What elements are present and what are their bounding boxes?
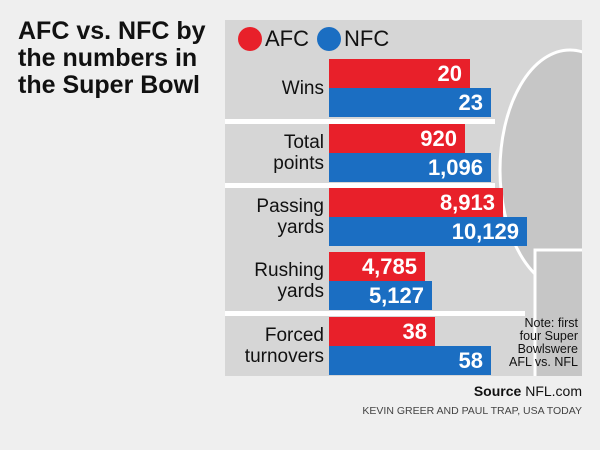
afc-legend-label: AFC (265, 26, 309, 51)
source-label: Source (473, 383, 522, 399)
category-label: Total points (273, 132, 324, 174)
afc-bar: 4,785 (329, 252, 425, 281)
category-label: Rushing yards (254, 260, 324, 302)
afc-bar: 8,913 (329, 188, 503, 217)
source: Source NFL.com (474, 383, 582, 399)
row-separator (225, 183, 495, 188)
nfc-legend-label: NFC (344, 26, 390, 51)
note: Note: first four Super Bowlswere AFL vs.… (509, 316, 578, 369)
nfc-legend-swatch (317, 27, 341, 51)
nfc-bar: 10,129 (329, 217, 527, 246)
row-separator (225, 311, 525, 316)
nfc-bar: 23 (329, 88, 491, 117)
nfc-bar: 5,127 (329, 281, 432, 310)
afc-bar: 38 (329, 317, 435, 346)
category-label: Passing yards (256, 196, 324, 238)
category-label: Wins (281, 77, 324, 99)
row-separator (225, 119, 495, 124)
afc-bar: 920 (329, 124, 465, 153)
chart-title: AFC vs. NFC by the numbers in the Super … (18, 17, 206, 99)
credit: KEVIN GREER AND PAUL TRAP, USA TODAY (362, 405, 582, 417)
category-label: Forced turnovers (244, 325, 324, 367)
legend: AFC NFC (238, 26, 389, 52)
afc-legend-swatch (238, 27, 262, 51)
nfc-bar: 1,096 (329, 153, 491, 182)
nfc-bar: 58 (329, 346, 491, 375)
afc-bar: 20 (329, 59, 470, 88)
source-value: NFL.com (525, 383, 582, 399)
